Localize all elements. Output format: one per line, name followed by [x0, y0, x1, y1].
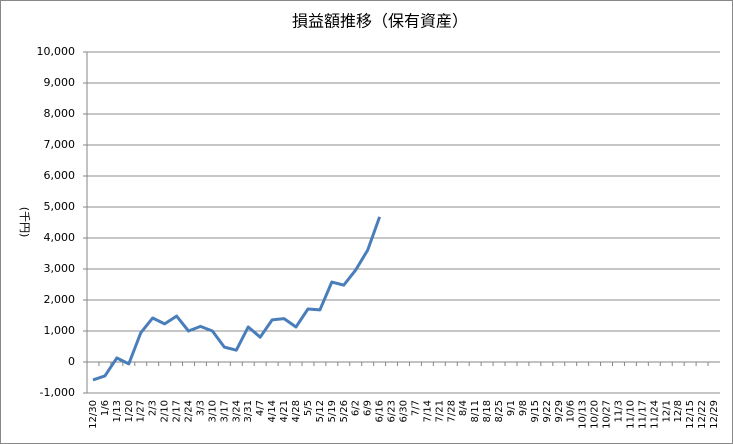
y-tick-label: 4,000: [44, 231, 76, 244]
x-tick-label: 2/3: [148, 400, 159, 416]
x-tick-label: 5/12: [315, 400, 326, 422]
x-tick-label: 6/2: [351, 400, 362, 416]
x-tick-label: 11/3: [613, 400, 624, 422]
x-tick-label: 3/31: [243, 400, 254, 422]
x-tick-label: 2/24: [184, 400, 195, 422]
x-tick-label: 7/14: [422, 400, 433, 422]
x-tick-label: 7/21: [434, 400, 445, 422]
x-tick-label: 7/7: [410, 400, 421, 416]
x-tick-label: 8/25: [494, 400, 505, 422]
x-tick-label: 12/15: [685, 400, 696, 429]
y-tick-label: 6,000: [44, 169, 76, 182]
x-tick-label: 5/26: [339, 400, 350, 422]
x-tick-label: 4/21: [279, 400, 290, 422]
y-tick-label: 1,000: [44, 324, 76, 337]
x-tick-label: 6/9: [363, 400, 374, 416]
x-tick-label: 1/27: [136, 400, 147, 422]
y-tick-label: -1,000: [40, 386, 75, 399]
x-tick-label: 6/23: [387, 400, 398, 422]
x-tick-label: 12/30: [88, 400, 99, 429]
x-tick-label: 10/13: [578, 400, 589, 429]
x-tick-label: 12/1: [661, 400, 672, 422]
x-tick-label: 6/16: [375, 400, 386, 422]
x-tick-label: 3/3: [195, 400, 206, 416]
y-axis-label: (千円): [18, 207, 31, 238]
x-tick-label: 9/15: [530, 400, 541, 422]
x-tick-label: 9/8: [518, 400, 529, 416]
y-tick-label: 0: [68, 355, 75, 368]
x-tick-label: 11/24: [649, 400, 660, 429]
x-tick-label: 10/20: [590, 400, 601, 429]
x-tick-label: 5/19: [327, 400, 338, 422]
x-tick-label: 4/28: [291, 400, 302, 422]
x-tick-label: 9/22: [542, 400, 553, 422]
x-tick-label: 3/17: [219, 400, 230, 422]
x-tick-label: 1/20: [124, 400, 135, 422]
x-tick-label: 6/30: [399, 400, 410, 422]
x-tick-label: 2/17: [172, 400, 183, 422]
x-tick-label: 1/6: [100, 400, 111, 416]
x-tick-label: 11/17: [637, 400, 648, 429]
x-tick-label: 9/29: [554, 400, 565, 422]
x-tick-label: 2/10: [160, 400, 171, 422]
y-tick-label: 9,000: [44, 76, 76, 89]
y-tick-label: 3,000: [44, 262, 76, 275]
x-tick-label: 9/1: [506, 400, 517, 416]
x-tick-label: 10/27: [602, 400, 613, 429]
x-tick-label: 11/10: [625, 400, 636, 429]
x-tick-label: 8/18: [482, 400, 493, 422]
line-series: [92, 216, 382, 382]
x-tick-label: 3/24: [231, 400, 242, 422]
y-tick-label: 2,000: [44, 293, 76, 306]
y-tick-label: 7,000: [44, 138, 76, 151]
x-tick-label: 12/22: [697, 400, 708, 429]
x-tick-label: 5/5: [303, 400, 314, 416]
y-tick-label: 8,000: [44, 107, 76, 120]
x-tick-label: 8/11: [470, 400, 481, 422]
y-tick-label: 10,000: [37, 45, 76, 58]
chart-title: 損益額推移（保有資産）: [292, 12, 468, 31]
x-tick-label: 4/7: [255, 400, 266, 416]
x-tick-label: 4/14: [267, 400, 278, 422]
x-tick-label: 8/4: [458, 400, 469, 416]
x-tick-label: 1/13: [112, 400, 123, 422]
x-tick-label: 12/29: [709, 400, 720, 429]
x-tick-label: 7/28: [446, 400, 457, 422]
x-tick-label: 10/6: [566, 400, 577, 422]
y-tick-label: 5,000: [44, 200, 76, 213]
x-tick-label: 3/10: [207, 400, 218, 422]
x-tick-label: 12/8: [673, 400, 684, 422]
